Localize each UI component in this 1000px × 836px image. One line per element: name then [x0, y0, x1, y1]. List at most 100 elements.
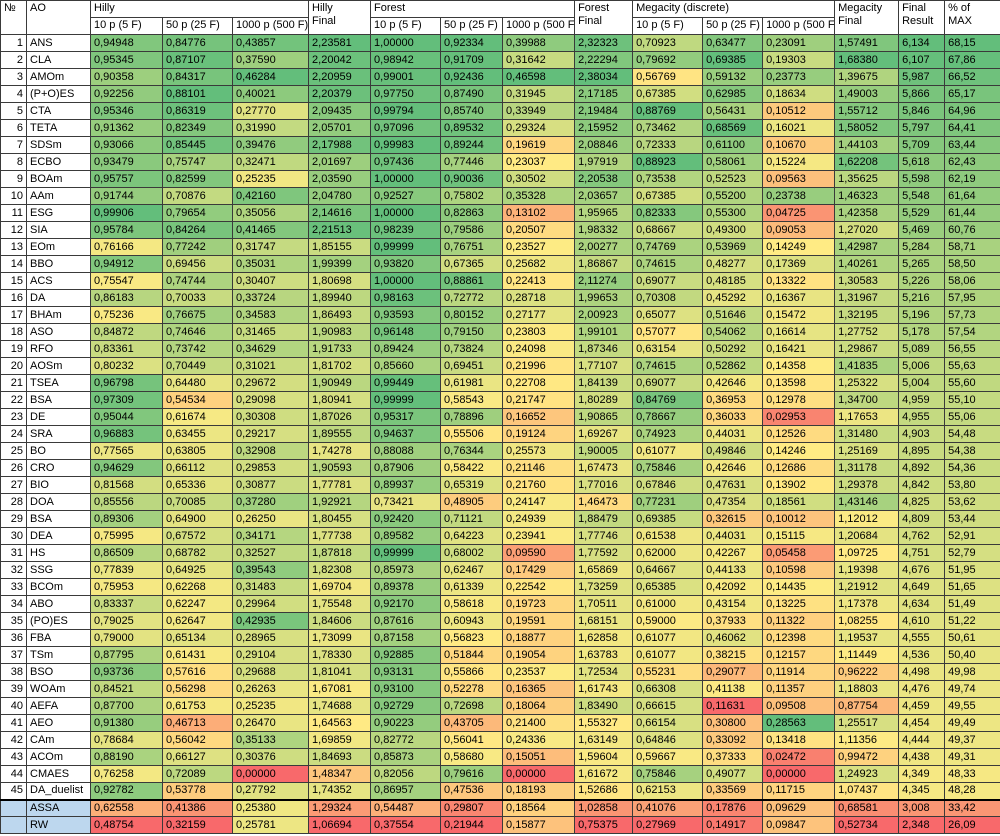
value-cell-forest_final[interactable]: 1,69267: [574, 425, 634, 443]
value-cell-forest_final[interactable]: 0,75375: [574, 816, 634, 834]
value-cell-megacity_10p[interactable]: 0,79692: [632, 51, 704, 69]
value-cell-forest_1000p[interactable]: 0,27177: [502, 306, 576, 324]
value-cell-megacity_1000p[interactable]: 0,05458: [762, 544, 836, 562]
value-cell-hilly_50p[interactable]: 0,61674: [162, 408, 233, 426]
value-cell-pct_of_max[interactable]: 68,15: [944, 34, 1000, 52]
value-cell-hilly_10p[interactable]: 0,92782: [90, 782, 163, 800]
row-number-cell[interactable]: 23: [0, 408, 27, 426]
row-number-cell[interactable]: 33: [0, 578, 27, 596]
value-cell-hilly_1000p[interactable]: 0,34583: [231, 306, 310, 324]
value-cell-forest_10p[interactable]: 0,92527: [370, 187, 442, 205]
value-cell-megacity_10p[interactable]: 0,27969: [632, 816, 704, 834]
value-cell-pct_of_max[interactable]: 51,65: [944, 578, 1000, 596]
row-number-cell[interactable]: 15: [0, 272, 27, 290]
value-cell-forest_10p[interactable]: 0,93131: [370, 663, 442, 681]
value-cell-megacity_final[interactable]: 1,31178: [834, 459, 900, 477]
value-cell-forest_1000p[interactable]: 0,21760: [502, 476, 576, 494]
value-cell-hilly_50p[interactable]: 0,84264: [162, 221, 233, 239]
value-cell-forest_1000p[interactable]: 0,46598: [502, 68, 576, 86]
value-cell-forest_1000p[interactable]: 0,19591: [502, 612, 576, 630]
value-cell-hilly_50p[interactable]: 0,84776: [162, 34, 233, 52]
value-cell-hilly_50p[interactable]: 0,64900: [162, 510, 233, 528]
subcol-header-1000p[interactable]: 1000 p (500 F): [231, 17, 310, 35]
value-cell-hilly_final[interactable]: 1,80698: [308, 272, 372, 290]
value-cell-hilly_1000p[interactable]: 0,32471: [231, 153, 310, 171]
value-cell-megacity_10p[interactable]: 0,61077: [632, 629, 704, 647]
value-cell-final_result[interactable]: 4,459: [898, 697, 946, 715]
value-cell-hilly_50p[interactable]: 0,86319: [162, 102, 233, 120]
value-cell-forest_50p[interactable]: 0,77446: [440, 153, 504, 171]
value-cell-hilly_final[interactable]: 1,99399: [308, 255, 372, 273]
value-cell-megacity_1000p[interactable]: 0,23091: [762, 34, 836, 52]
value-cell-megacity_final[interactable]: 1,19537: [834, 629, 900, 647]
value-cell-final_result[interactable]: 4,762: [898, 527, 946, 545]
value-cell-hilly_1000p[interactable]: 0,29853: [231, 459, 310, 477]
value-cell-pct_of_max[interactable]: 55,10: [944, 391, 1000, 409]
value-cell-megacity_50p[interactable]: 0,47631: [702, 476, 764, 494]
value-cell-final_result[interactable]: 4,825: [898, 493, 946, 511]
value-cell-hilly_final[interactable]: 1,29324: [308, 798, 372, 817]
row-number-cell[interactable]: 41: [0, 714, 27, 732]
value-cell-forest_50p[interactable]: 0,79616: [440, 765, 504, 783]
value-cell-forest_1000p[interactable]: 0,24147: [502, 493, 576, 511]
value-cell-megacity_final[interactable]: 1,29867: [834, 340, 900, 358]
value-cell-hilly_10p[interactable]: 0,83337: [90, 595, 163, 613]
value-cell-hilly_1000p[interactable]: 0,26250: [231, 510, 310, 528]
value-cell-megacity_10p[interactable]: 0,74615: [632, 255, 704, 273]
value-cell-megacity_1000p[interactable]: 0,14358: [762, 357, 836, 375]
value-cell-forest_1000p[interactable]: 0,23941: [502, 527, 576, 545]
value-cell-forest_1000p[interactable]: 0,18193: [502, 782, 576, 800]
value-cell-megacity_1000p[interactable]: 0,12398: [762, 629, 836, 647]
value-cell-megacity_10p[interactable]: 0,61000: [632, 595, 704, 613]
value-cell-megacity_50p[interactable]: 0,29077: [702, 663, 764, 681]
value-cell-forest_final[interactable]: 1,99653: [574, 289, 634, 307]
value-cell-megacity_final[interactable]: 0,68581: [834, 798, 900, 817]
value-cell-final_result[interactable]: 5,469: [898, 221, 946, 239]
value-cell-hilly_50p[interactable]: 0,70033: [162, 289, 233, 307]
value-cell-megacity_10p[interactable]: 0,59667: [632, 748, 704, 766]
value-cell-pct_of_max[interactable]: 49,55: [944, 697, 1000, 715]
ao-name-cell[interactable]: TETA: [26, 119, 91, 137]
value-cell-megacity_10p[interactable]: 0,65385: [632, 578, 704, 596]
value-cell-forest_10p[interactable]: 0,88088: [370, 442, 442, 460]
value-cell-forest_50p[interactable]: 0,85740: [440, 102, 504, 120]
value-cell-hilly_1000p[interactable]: 0,42160: [231, 187, 310, 205]
row-number-cell[interactable]: 19: [0, 340, 27, 358]
ao-name-cell[interactable]: DE: [26, 408, 91, 426]
subcol-header-50p[interactable]: 50 p (25 F): [702, 17, 764, 35]
ao-name-cell[interactable]: ANS: [26, 34, 91, 52]
value-cell-hilly_10p[interactable]: 0,91362: [90, 119, 163, 137]
value-cell-forest_10p[interactable]: 0,97096: [370, 119, 442, 137]
value-cell-megacity_10p[interactable]: 0,64846: [632, 731, 704, 749]
value-cell-megacity_final[interactable]: 1,11449: [834, 646, 900, 664]
row-number-cell[interactable]: 43: [0, 748, 27, 766]
value-cell-megacity_1000p[interactable]: 0,16021: [762, 119, 836, 137]
value-cell-forest_50p[interactable]: 0,48905: [440, 493, 504, 511]
value-cell-forest_final[interactable]: 1,61672: [574, 765, 634, 783]
value-cell-hilly_final[interactable]: 1,81041: [308, 663, 372, 681]
value-cell-forest_1000p[interactable]: 0,17429: [502, 561, 576, 579]
ao-name-cell[interactable]: BSO: [26, 663, 91, 681]
value-cell-forest_50p[interactable]: 0,76751: [440, 238, 504, 256]
value-cell-megacity_final[interactable]: 0,87754: [834, 697, 900, 715]
value-cell-megacity_1000p[interactable]: 0,11357: [762, 680, 836, 698]
value-cell-forest_final[interactable]: 1,65869: [574, 561, 634, 579]
value-cell-forest_final[interactable]: 1,70511: [574, 595, 634, 613]
ao-name-cell[interactable]: CRO: [26, 459, 91, 477]
value-cell-megacity_50p[interactable]: 0,58061: [702, 153, 764, 171]
value-cell-megacity_50p[interactable]: 0,46062: [702, 629, 764, 647]
value-cell-megacity_10p[interactable]: 0,68667: [632, 221, 704, 239]
value-cell-hilly_1000p[interactable]: 0,27792: [231, 782, 310, 800]
value-cell-forest_final[interactable]: 1,63783: [574, 646, 634, 664]
row-number-cell[interactable]: 13: [0, 238, 27, 256]
value-cell-forest_50p[interactable]: 0,88861: [440, 272, 504, 290]
value-cell-hilly_final[interactable]: 1,73099: [308, 629, 372, 647]
value-cell-pct_of_max[interactable]: 53,62: [944, 493, 1000, 511]
value-cell-hilly_final[interactable]: 1,87026: [308, 408, 372, 426]
value-cell-megacity_final[interactable]: 1,32195: [834, 306, 900, 324]
value-cell-hilly_10p[interactable]: 0,93479: [90, 153, 163, 171]
value-cell-hilly_10p[interactable]: 0,96883: [90, 425, 163, 443]
value-cell-forest_1000p[interactable]: 0,35328: [502, 187, 576, 205]
row-number-cell[interactable]: 4: [0, 85, 27, 103]
value-cell-final_result[interactable]: 5,265: [898, 255, 946, 273]
